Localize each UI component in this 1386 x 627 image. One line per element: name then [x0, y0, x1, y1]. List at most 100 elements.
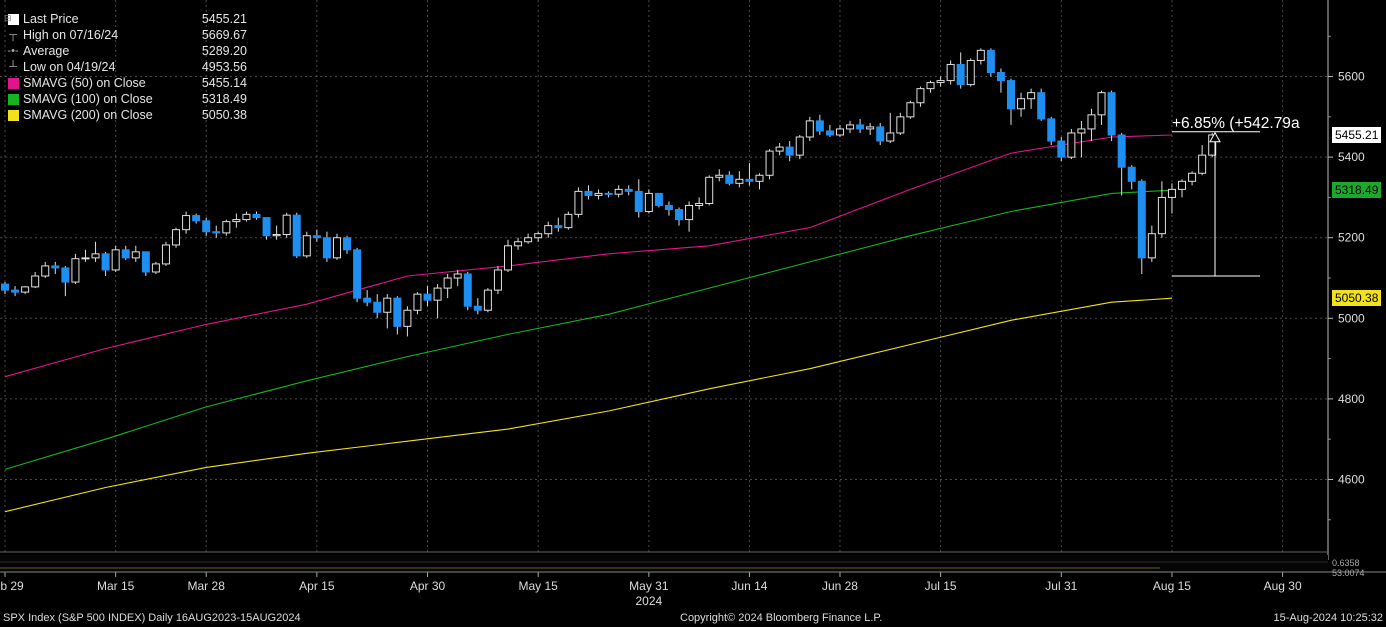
candle-body: [1027, 92, 1036, 100]
candle-body: [111, 249, 120, 271]
candle-body: [403, 309, 412, 327]
x-tick-label: Aug 15: [1153, 579, 1191, 593]
legend-collapse-icon[interactable]: ⊟: [4, 13, 12, 23]
candle-body: [574, 190, 583, 215]
legend-swatch: [8, 93, 19, 105]
candle-body: [1127, 166, 1136, 182]
candle-body: [121, 249, 130, 259]
candle-body: [996, 72, 1005, 82]
legend-value: 5669.67: [201, 28, 247, 42]
legend-label: SMAVG (200) on Close: [23, 108, 153, 122]
candle-body: [1157, 196, 1166, 235]
legend-value: 5050.38: [201, 108, 247, 122]
candle-body: [755, 174, 764, 182]
candle-body: [81, 257, 90, 260]
x-tick-label: Jul 31: [1045, 579, 1077, 593]
sub-value-1: 0.6358: [1332, 558, 1360, 568]
legend-row: Last Price 5455.21: [6, 11, 247, 27]
y-tick-label: 5000: [1338, 311, 1365, 325]
candle-body: [423, 293, 432, 301]
high-marker-icon: ┬: [9, 29, 17, 41]
annotation-text: +6.85% (+542.79a: [1172, 115, 1300, 132]
candle-body: [1097, 92, 1106, 116]
candle-body: [685, 204, 694, 221]
candle-body: [805, 120, 814, 138]
candle-body: [1017, 98, 1026, 110]
y-tick-label: 5600: [1338, 70, 1365, 84]
x-tick-label: Jun 28: [822, 579, 858, 593]
candle-body: [61, 267, 70, 283]
candle-body: [795, 136, 804, 156]
candle-body: [192, 215, 201, 222]
legend-swatch: [8, 77, 19, 89]
legend-row: SMAVG (200) on Close 5050.38: [6, 107, 247, 123]
axes: 4600 4800 5000 5200 5400 5600 Feb 29 Mar 15 Mar …: [0, 0, 1386, 608]
candle-body: [504, 245, 512, 271]
candle-body: [886, 132, 895, 142]
legend-row: SMAVG (50) on Close 5455.14: [6, 75, 247, 91]
low-marker-icon: ┴: [9, 61, 17, 73]
x-tick-label: Feb 29: [0, 579, 24, 593]
candle-body: [584, 190, 593, 196]
candle-body: [825, 130, 834, 136]
candle-body: [473, 305, 482, 311]
gridlines: [0, 0, 1328, 552]
candle-body: [222, 221, 231, 234]
candle-body: [695, 202, 704, 206]
legend-label: High on 07/16/24: [23, 28, 119, 42]
candle-body: [332, 237, 341, 259]
candle-body: [483, 289, 492, 311]
legend-swatch: [8, 109, 19, 121]
candle-body: [1198, 154, 1207, 174]
x-tick-label: Jun 14: [731, 579, 767, 593]
candle-body: [1107, 92, 1116, 136]
candle-body: [1057, 140, 1066, 158]
candle-body: [1067, 132, 1076, 158]
candle-body: [554, 225, 563, 229]
candle-body: [312, 235, 321, 239]
candle-body: [453, 273, 462, 279]
candle-body: [413, 293, 422, 311]
candle-body: [363, 297, 372, 303]
x-tick-label: Jul 15: [925, 579, 957, 593]
candle-body: [594, 192, 603, 196]
candle-body: [986, 49, 995, 74]
candle-body: [835, 128, 844, 136]
candle-body: [322, 237, 331, 259]
x-tick-label: Mar 15: [97, 579, 135, 593]
candle-body: [1117, 134, 1126, 168]
candle-body: [493, 269, 502, 291]
candle-body: [141, 251, 150, 273]
y-tick-label: 4600: [1338, 472, 1365, 486]
candle-body: [182, 215, 191, 231]
candle-body: [705, 176, 714, 204]
candle-body: [1077, 128, 1086, 134]
price-badge: 5318.49: [1332, 181, 1382, 198]
candle-body: [212, 231, 221, 234]
candle-body: [1147, 233, 1156, 259]
candle-body: [926, 82, 935, 90]
candle-body: [21, 286, 30, 293]
annotation: +6.85% (+542.79a: [1172, 115, 1300, 277]
candle-body: [775, 146, 784, 152]
legend-swatch: [8, 13, 19, 25]
candle-body: [735, 178, 744, 184]
candle-body: [373, 301, 382, 313]
candle-body: [51, 265, 60, 269]
legend-label: SMAVG (50) on Close: [23, 76, 146, 90]
legend-row: ┬ High on 07/16/24 5669.67: [6, 27, 247, 43]
sub-panel: [0, 555, 1328, 572]
candle-body: [614, 188, 623, 195]
candle-body: [1167, 188, 1176, 198]
candle-body: [393, 297, 402, 327]
candle-body: [916, 88, 925, 104]
candle-body: [745, 178, 754, 182]
candle-body: [1188, 172, 1197, 182]
candle-body: [856, 124, 865, 130]
candle-body: [282, 214, 291, 235]
candle-body: [463, 273, 472, 307]
candle-body: [202, 220, 211, 233]
price-badge: 5050.38: [1332, 290, 1382, 306]
candle-body: [1, 283, 9, 291]
